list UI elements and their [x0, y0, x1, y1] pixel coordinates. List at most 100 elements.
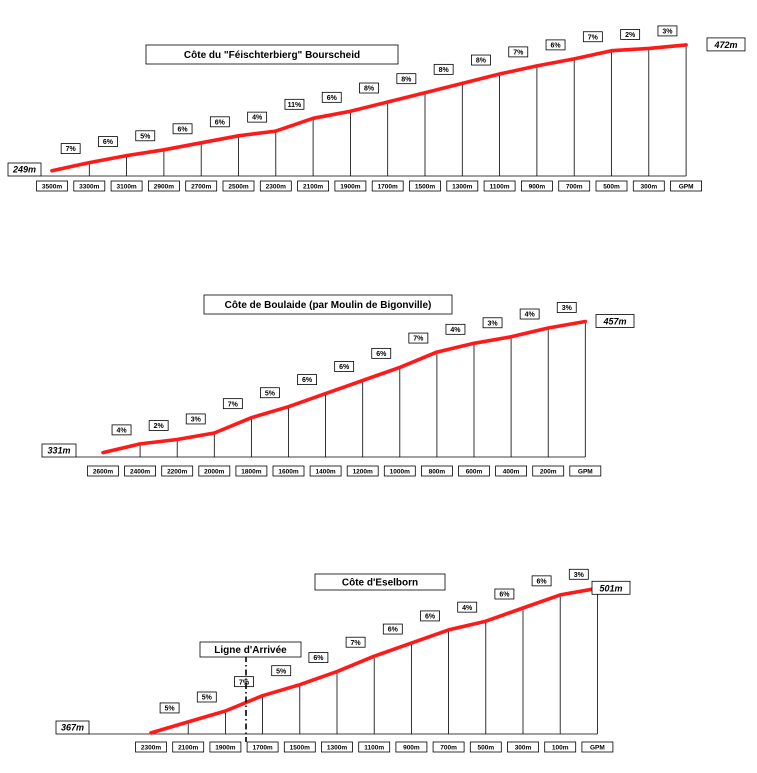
- gradient-label-text: 3%: [562, 305, 573, 312]
- distance-label: 2900m: [147, 180, 180, 192]
- distance-label-box: [172, 741, 205, 753]
- distance-label: 1100m: [483, 180, 516, 192]
- distance-label-box: [432, 741, 465, 753]
- distance-label-box: [409, 180, 441, 192]
- gradient-label-box: [159, 702, 180, 714]
- gradient-label-text: 4%: [525, 312, 536, 319]
- end-altitude-box: [595, 314, 635, 328]
- distance-label-box: [235, 465, 268, 477]
- gradient-label-box: [582, 31, 603, 43]
- finish-label-text: Ligne d'Arrivée: [214, 645, 287, 656]
- gradient-label-box: [60, 143, 81, 155]
- distance-label: 2400m: [124, 465, 156, 477]
- distance-label-text: 1200m: [353, 469, 373, 476]
- gradient-label-text: 4%: [450, 327, 461, 334]
- gradient-label: 6%: [209, 116, 230, 128]
- distance-label-text: 2300m: [266, 184, 286, 191]
- distance-label: 1900m: [209, 741, 242, 753]
- gradient-label-box: [297, 374, 317, 386]
- gradient-label-text: 5%: [202, 695, 213, 702]
- gradient-label-text: 6%: [339, 364, 350, 371]
- distance-label-text: 2500m: [228, 184, 248, 191]
- gradient-label-box: [260, 387, 280, 399]
- gradient-label-box: [321, 91, 342, 103]
- distance-label: 1600m: [272, 465, 305, 477]
- gradient-label: 7%: [234, 676, 254, 688]
- distance-label-text: 1100m: [490, 184, 510, 191]
- finish-label-box: [199, 641, 302, 658]
- gradient-label-box: [620, 29, 641, 40]
- gradient-label-text: 5%: [140, 133, 151, 140]
- gradient-label: 7%: [60, 143, 81, 155]
- gradient-label-box: [135, 130, 156, 142]
- gradient-label: 6%: [172, 123, 193, 135]
- gradient-label-text: 3%: [487, 320, 498, 327]
- distance-label: 700m: [432, 741, 465, 753]
- start-altitude-box: [55, 720, 90, 735]
- profile-title: Côte d'Eselborn: [314, 573, 446, 591]
- distance-label-text: 3300m: [79, 184, 99, 191]
- gradient-label: 3%: [568, 568, 589, 580]
- elevation-profile-line: [50, 43, 688, 173]
- end-altitude-text: 472m: [713, 40, 737, 50]
- distance-label: 2700m: [185, 180, 218, 192]
- gradient-label-box: [334, 361, 355, 372]
- gradient-label-box: [172, 123, 193, 135]
- elevation-profile-line: [101, 319, 588, 455]
- distance-label-box: [334, 180, 367, 192]
- profile-title-box: [145, 44, 399, 65]
- end-altitude-box: [706, 37, 746, 52]
- distance-label: 3300m: [73, 180, 106, 192]
- profile-title-text: Côte de Boulaide (par Moulin de Bigonvil…: [225, 300, 432, 311]
- end-altitude-label: 501m: [591, 580, 631, 595]
- gradient-label-box: [345, 636, 366, 648]
- start-altitude-label: 249m: [7, 162, 42, 177]
- gradient-label-box: [445, 323, 466, 335]
- start-altitude-label: 331m: [41, 443, 77, 458]
- gradient-label-text: 7%: [413, 336, 424, 343]
- start-altitude-text: 367m: [61, 723, 84, 733]
- gradient-label: 2%: [620, 29, 641, 40]
- gradient-label-text: 3%: [191, 417, 202, 424]
- distance-label-box: [272, 465, 305, 477]
- profile-title: Côte du "Féischterbierg" Bourscheid: [145, 44, 399, 65]
- gradient-label: 7%: [408, 332, 429, 344]
- distance-label: 2100m: [172, 741, 205, 753]
- distance-label-text: 3500m: [42, 184, 62, 191]
- distance-label-text: GPM: [578, 469, 593, 476]
- distance-label-box: [395, 741, 428, 753]
- gradient-label-box: [508, 46, 529, 58]
- distance-label: 500m: [469, 741, 502, 753]
- distance-label-box: [521, 180, 553, 192]
- gradient-label-box: [408, 332, 429, 344]
- distance-label-box: [73, 180, 106, 192]
- gradient-label-text: 6%: [313, 655, 324, 662]
- distance-label-box: [346, 465, 379, 477]
- gradient-label-text: 5%: [165, 706, 176, 713]
- distance-label-text: 1400m: [315, 469, 335, 476]
- gradient-label: 7%: [222, 398, 243, 410]
- gradient-label-text: 8%: [439, 67, 450, 74]
- gradient-label-text: 11%: [288, 102, 302, 109]
- distance-label-text: 900m: [529, 184, 546, 191]
- distance-label-box: [147, 180, 180, 192]
- distance-label: 600m: [458, 465, 490, 477]
- distance-label: 700m: [558, 180, 591, 192]
- distance-label-box: [558, 180, 591, 192]
- distance-label: 400m: [495, 465, 528, 477]
- distance-label: 2300m: [135, 741, 167, 753]
- climb-profile-1: 249m 472m Côte du "Féischterbierg" Boursch…: [7, 25, 746, 192]
- distance-label: 3500m: [36, 180, 68, 192]
- gradient-label: 6%: [308, 652, 329, 663]
- gradient-label: 3%: [657, 25, 678, 37]
- distance-label-text: 300m: [640, 184, 657, 191]
- distance-label-text: 300m: [515, 745, 532, 752]
- gradient-label-box: [247, 111, 268, 123]
- distance-label-box: [283, 741, 316, 753]
- distance-label-box: [161, 465, 194, 477]
- distance-label-text: 800m: [429, 469, 446, 476]
- gradient-label: 8%: [396, 73, 417, 85]
- distance-label-box: [209, 741, 242, 753]
- distance-label-box: [632, 180, 665, 192]
- distance-label-text: 2100m: [303, 184, 323, 191]
